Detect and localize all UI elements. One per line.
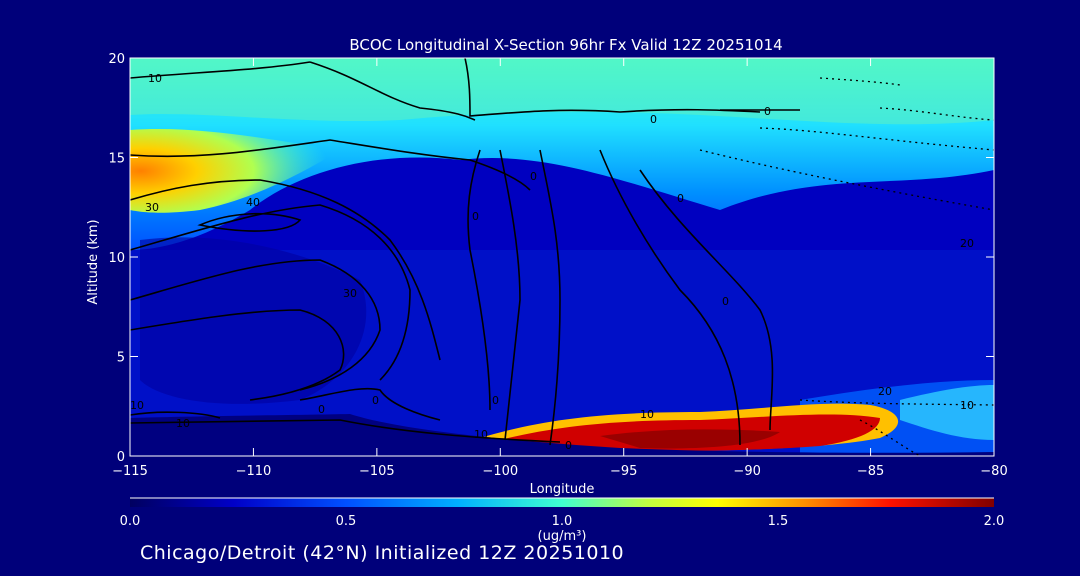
plot-area: 10 0 0 30 40 0 0 0 30 20 0 10 10 0 10 0 …	[130, 58, 994, 456]
svg-text:10: 10	[474, 428, 488, 441]
x-tick-label: −105	[359, 464, 395, 479]
y-axis: 0 5 10 15 20	[108, 52, 994, 465]
svg-text:40: 40	[246, 196, 260, 209]
svg-text:20: 20	[960, 237, 974, 250]
colorbar: 0.0 0.5 1.0 1.5 2.0 (ug/m³)	[120, 497, 1005, 544]
svg-text:0: 0	[372, 394, 379, 407]
colorbar-label: (ug/m³)	[538, 529, 587, 544]
x-axis-label: Longitude	[530, 482, 595, 497]
svg-text:30: 30	[343, 287, 357, 300]
y-tick-label: 0	[117, 450, 125, 465]
svg-text:10: 10	[960, 399, 974, 412]
x-tick-label: −100	[482, 464, 518, 479]
terrain	[130, 414, 994, 456]
upper-hotspot	[130, 129, 340, 213]
y-axis-label: Altitude (km)	[86, 219, 101, 304]
colorbar-bar	[130, 498, 994, 507]
colorbar-tick-label: 0.0	[120, 514, 141, 529]
x-tick-label: −80	[980, 464, 1007, 479]
svg-text:0: 0	[318, 403, 325, 416]
svg-text:0: 0	[530, 170, 537, 183]
y-tick-label: 20	[108, 52, 125, 67]
colorbar-tick-label: 1.0	[552, 514, 573, 529]
svg-text:0: 0	[677, 192, 684, 205]
svg-text:0: 0	[650, 113, 657, 126]
footer-caption: Chicago/Detroit (42°N) Initialized 12Z 2…	[140, 542, 625, 564]
colorbar-tick-label: 0.5	[336, 514, 357, 529]
contour-labels: 10 0 0 30 40 0 0 0 30 20 0 10 10 0 10 0 …	[130, 72, 974, 452]
y-tick-label: 5	[117, 351, 125, 366]
x-tick-label: −115	[112, 464, 148, 479]
colorbar-tick-label: 2.0	[984, 514, 1005, 529]
colorbar-tick-label: 1.5	[768, 514, 789, 529]
x-tick-label: −85	[857, 464, 884, 479]
y-tick-label: 10	[108, 251, 125, 266]
svg-text:30: 30	[145, 201, 159, 214]
colorbar-ticks: 0.0 0.5 1.0 1.5 2.0	[120, 514, 1005, 529]
svg-text:10: 10	[176, 417, 190, 430]
x-axis: −115 −110 −105 −100 −95 −90 −85 −80	[112, 58, 1008, 479]
svg-text:0: 0	[722, 295, 729, 308]
x-tick-label: −110	[236, 464, 272, 479]
svg-text:10: 10	[130, 399, 144, 412]
svg-text:10: 10	[148, 72, 162, 85]
x-tick-label: −95	[610, 464, 637, 479]
chart-title: BCOC Longitudinal X-Section 96hr Fx Vali…	[349, 36, 782, 54]
svg-text:0: 0	[472, 210, 479, 223]
svg-text:20: 20	[878, 385, 892, 398]
svg-text:0: 0	[565, 439, 572, 452]
contour-lines	[130, 58, 994, 456]
y-tick-label: 15	[108, 152, 125, 167]
svg-text:0: 0	[764, 105, 771, 118]
svg-text:10: 10	[640, 408, 654, 421]
svg-text:0: 0	[492, 394, 499, 407]
x-tick-label: −90	[733, 464, 760, 479]
